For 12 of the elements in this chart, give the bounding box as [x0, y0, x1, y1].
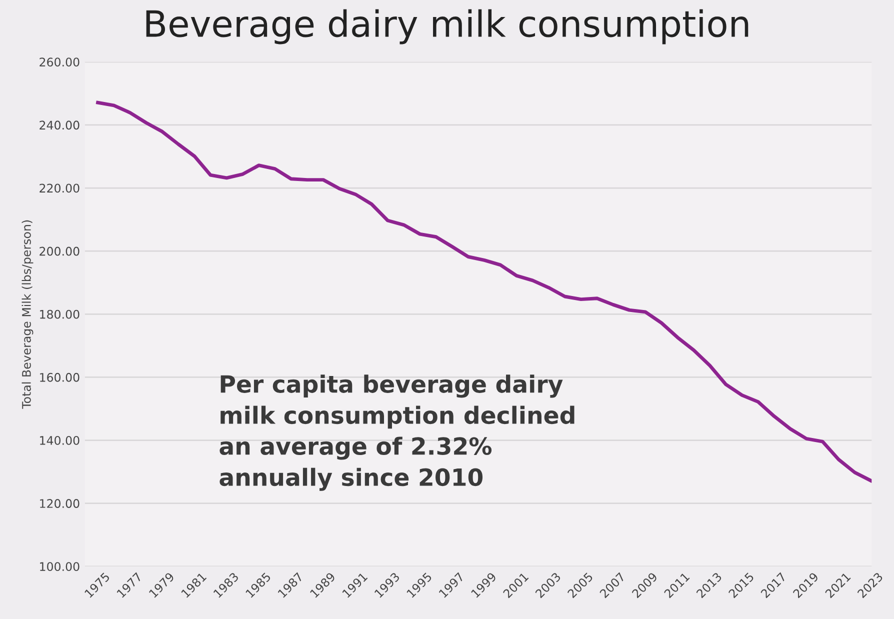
y-tick-label: 200.00: [40, 246, 80, 256]
y-tick-label: 100.00: [40, 562, 80, 572]
y-tick-label: 220.00: [40, 184, 80, 193]
y-tick-label: 240.00: [40, 120, 80, 130]
y-tick-label: 120.00: [40, 499, 80, 508]
y-axis-title: Total Beverage Milk (lbs/person): [22, 220, 34, 409]
chart-title: Beverage dairy milk consumption: [146, 9, 748, 44]
y-tick-label: 260.00: [40, 58, 80, 67]
y-tick-label: 160.00: [40, 372, 80, 382]
annotation: Per capita beverage dairy milk consumption declined an average of 2.32% annually since 2010: [220, 374, 574, 491]
y-tick-label: 140.00: [40, 436, 80, 445]
y-tick-label: 180.00: [40, 310, 80, 319]
